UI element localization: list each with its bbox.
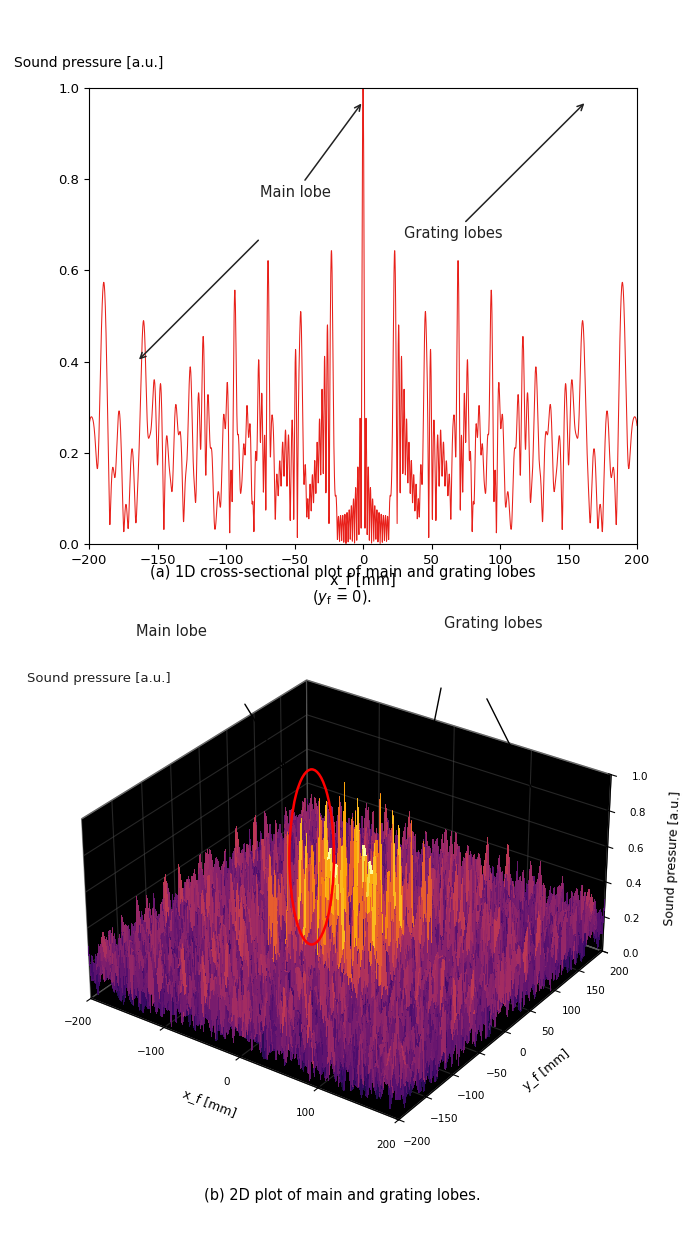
Text: (b) 2D plot of main and grating lobes.: (b) 2D plot of main and grating lobes. [204, 1188, 481, 1203]
X-axis label: x_f [mm]: x_f [mm] [330, 573, 396, 589]
Text: (a) 1D cross-sectional plot of main and grating lobes: (a) 1D cross-sectional plot of main and … [150, 565, 535, 580]
Text: Grating lobes: Grating lobes [404, 104, 583, 241]
Text: Sound pressure [a.u.]: Sound pressure [a.u.] [14, 56, 163, 70]
Text: Grating lobes: Grating lobes [444, 615, 543, 631]
Text: Main lobe: Main lobe [260, 105, 360, 200]
Text: Main lobe: Main lobe [136, 623, 207, 638]
X-axis label: x_f [mm]: x_f [mm] [182, 1087, 238, 1120]
Text: Sound pressure [a.u.]: Sound pressure [a.u.] [27, 672, 171, 684]
Text: ($y_\mathrm{f}$ = 0).: ($y_\mathrm{f}$ = 0). [312, 588, 373, 607]
Y-axis label: y_f [mm]: y_f [mm] [521, 1047, 572, 1093]
